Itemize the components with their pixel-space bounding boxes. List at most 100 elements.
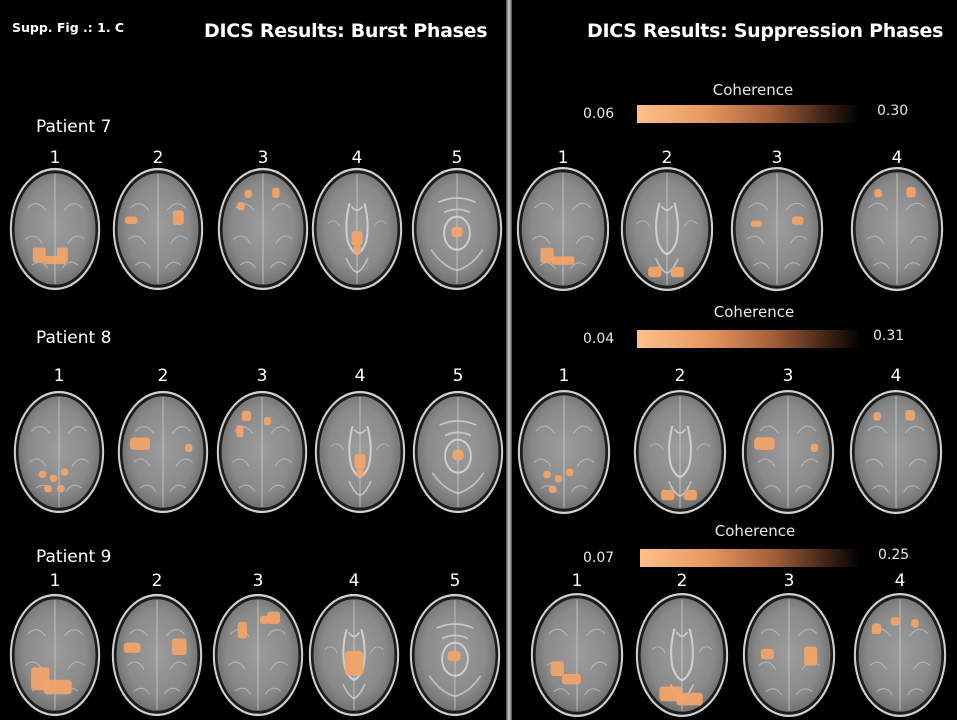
activation-region <box>272 187 280 198</box>
activation-region <box>171 638 187 655</box>
slice-number: 2 <box>152 148 164 168</box>
brain-slice-burst <box>216 390 308 514</box>
slice-number: 5 <box>449 571 461 591</box>
coherence-max-value: 0.31 <box>873 328 905 344</box>
brain-slice-burst <box>217 167 309 291</box>
activation-region <box>354 454 366 469</box>
brain-slice-burst <box>9 593 101 717</box>
slice-number: 3 <box>771 148 783 168</box>
activation-region <box>259 615 270 624</box>
brain-slice-burst <box>412 390 504 514</box>
slice-number: 2 <box>674 366 686 386</box>
brain-slice-burst <box>314 390 406 514</box>
panel-divider <box>506 0 512 720</box>
activation-region <box>905 410 915 421</box>
activation-region <box>236 425 244 438</box>
slice-number: 4 <box>891 148 903 168</box>
slice-number: 3 <box>782 366 794 386</box>
brain-slice-suppression <box>741 389 835 515</box>
activation-region <box>49 474 58 482</box>
activation-region <box>540 247 554 263</box>
activation-region <box>683 489 697 501</box>
activation-region <box>344 650 364 676</box>
coherence-label: Coherence <box>713 303 795 321</box>
activation-region <box>356 468 364 477</box>
activation-region <box>172 210 184 225</box>
coherence-colorbar <box>637 105 859 123</box>
brain-slice-suppression <box>530 592 624 718</box>
activation-region <box>124 216 138 224</box>
slice-number: 1 <box>558 366 570 386</box>
brain-slice-suppression <box>620 166 714 292</box>
activation-region <box>648 266 662 278</box>
activation-region <box>874 189 882 198</box>
brain-slice-burst <box>9 167 101 291</box>
brain-slice-suppression <box>853 592 947 718</box>
activation-region <box>661 489 675 501</box>
activation-region <box>267 611 281 624</box>
activation-region <box>792 216 804 225</box>
activation-region <box>550 661 564 676</box>
coherence-min-value: 0.07 <box>583 550 615 566</box>
brain-slice-burst <box>112 167 204 291</box>
brain-slice-suppression <box>850 166 944 292</box>
brain-slice-suppression <box>517 389 611 515</box>
activation-region <box>911 619 919 628</box>
slice-number: 3 <box>783 571 795 591</box>
brain-slice-suppression <box>633 389 727 515</box>
coherence-min-value: 0.04 <box>583 331 615 347</box>
activation-region <box>353 245 361 254</box>
slice-number: 4 <box>354 366 366 386</box>
slice-number: 1 <box>53 366 65 386</box>
slice-number: 5 <box>451 148 463 168</box>
activation-region <box>447 650 461 662</box>
activation-region <box>551 256 575 265</box>
slice-number: 5 <box>452 366 464 386</box>
slice-number: 4 <box>894 571 906 591</box>
brain-slice-suppression <box>635 592 729 718</box>
slice-number: 2 <box>676 571 688 591</box>
activation-region <box>452 449 464 461</box>
slice-number: 2 <box>151 571 163 591</box>
activation-region <box>873 412 881 421</box>
activation-region <box>554 475 563 483</box>
activation-region <box>351 231 363 246</box>
brain-slice-suppression <box>730 166 824 292</box>
activation-region <box>804 646 818 666</box>
coherence-max-value: 0.30 <box>877 103 909 119</box>
brain-slice-suppression <box>849 389 943 515</box>
brain-slice-burst <box>13 390 105 514</box>
slice-number: 1 <box>49 571 61 591</box>
activation-region <box>906 187 916 198</box>
patient-label: Patient 7 <box>36 117 112 137</box>
slice-number: 1 <box>49 148 61 168</box>
coherence-colorbar <box>640 549 860 567</box>
patient-label: Patient 8 <box>36 328 112 348</box>
activation-region <box>43 679 72 695</box>
activation-region <box>44 485 52 493</box>
activation-region <box>561 673 581 685</box>
coherence-label: Coherence <box>712 81 794 99</box>
activation-region <box>32 247 46 263</box>
activation-region <box>754 437 775 450</box>
activation-region <box>750 220 762 227</box>
activation-region <box>38 470 47 478</box>
activation-region <box>543 470 551 479</box>
figure-label: Supp. Fig .: 1. C <box>12 20 125 35</box>
brain-slice-burst <box>311 167 403 291</box>
activation-region <box>760 648 774 660</box>
activation-region <box>241 410 251 421</box>
suppression-panel-title: DICS Results: Suppression Phases <box>587 20 944 42</box>
brain-slice-burst <box>308 593 400 717</box>
slice-number: 3 <box>256 366 268 386</box>
activation-region <box>237 621 247 639</box>
coherence-max-value: 0.25 <box>878 547 910 563</box>
slice-number: 4 <box>348 571 360 591</box>
activation-region <box>57 485 65 493</box>
activation-region <box>60 468 69 476</box>
activation-region <box>451 226 463 238</box>
activation-region <box>185 443 193 452</box>
patient-label: Patient 9 <box>36 547 112 567</box>
slice-number: 2 <box>661 148 673 168</box>
activation-region <box>890 617 900 626</box>
